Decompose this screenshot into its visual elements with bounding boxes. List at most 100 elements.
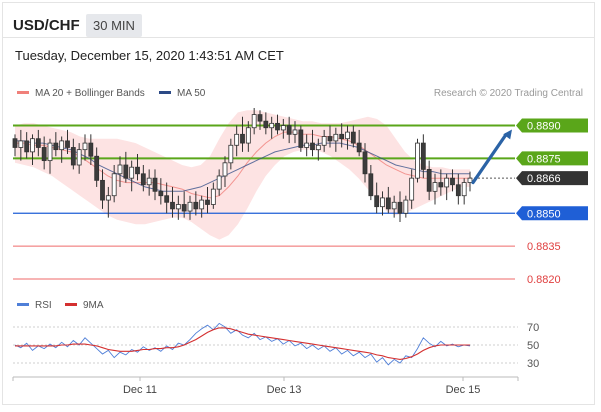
candle-body bbox=[310, 142, 315, 151]
candle-body bbox=[88, 142, 94, 157]
projection-arrow-head bbox=[503, 129, 512, 140]
level-tag-bg bbox=[516, 118, 588, 133]
candle-body bbox=[94, 155, 100, 181]
instrument-symbol: USD/CHF bbox=[13, 17, 80, 34]
bollinger-legend-label: MA 20 + Bollinger Bands bbox=[35, 88, 145, 99]
candle-body bbox=[24, 140, 30, 153]
level-label-0-8875: 0.8875 bbox=[516, 151, 588, 166]
x-tick-label: Dec 15 bbox=[446, 384, 481, 396]
candle-body bbox=[350, 131, 356, 144]
candle-body bbox=[222, 162, 228, 177]
candle-body bbox=[65, 140, 70, 148]
candle-body bbox=[286, 125, 292, 135]
chart-timestamp: Tuesday, December 15, 2020 1:43:51 AM CE… bbox=[15, 48, 284, 63]
level-tag-bg bbox=[516, 171, 588, 186]
level-tag-bg bbox=[516, 206, 588, 221]
candle-body bbox=[12, 138, 18, 148]
candle-body bbox=[234, 133, 240, 146]
candle-body bbox=[47, 142, 53, 162]
rsi-legend-label: RSI bbox=[35, 300, 52, 311]
rsi-ma-line bbox=[15, 327, 470, 360]
candle-body bbox=[374, 195, 380, 208]
candle-body bbox=[240, 133, 245, 144]
candle-body bbox=[391, 201, 397, 210]
candle-body bbox=[117, 164, 123, 175]
candle-body bbox=[199, 199, 205, 210]
candle-body bbox=[181, 204, 187, 212]
rsi-tick-label: 50 bbox=[527, 340, 539, 352]
candle-body bbox=[164, 195, 170, 203]
candle-body bbox=[438, 182, 444, 188]
level-label-0-8866: 0.8866 bbox=[516, 171, 588, 186]
level-label-0-8820: 0.8820 bbox=[527, 274, 561, 286]
x-tick-label: Dec 11 bbox=[123, 384, 157, 396]
candle-body bbox=[275, 122, 280, 131]
bollinger-band-fill bbox=[15, 110, 470, 240]
timeframe-badge[interactable]: 30 MIN bbox=[86, 14, 142, 37]
candle-body bbox=[368, 173, 374, 197]
candle-body bbox=[76, 149, 82, 166]
x-tick-label: Dec 13 bbox=[267, 384, 302, 396]
candle-body bbox=[251, 114, 257, 129]
candle-body bbox=[193, 201, 199, 210]
candle-body bbox=[70, 147, 76, 166]
candle-body bbox=[269, 122, 275, 129]
candle-body bbox=[409, 177, 415, 201]
level-label-0-8835: 0.8835 bbox=[527, 241, 561, 253]
candle-body bbox=[356, 142, 362, 153]
candle-body bbox=[298, 129, 304, 148]
candle-body bbox=[35, 138, 41, 148]
rsi-ma-legend-label: 9MA bbox=[83, 300, 104, 311]
candle-body bbox=[187, 201, 193, 212]
candle-body bbox=[339, 133, 345, 140]
candle-body bbox=[362, 151, 368, 175]
candle-body bbox=[315, 144, 321, 151]
candle-body bbox=[245, 127, 251, 144]
candle-body bbox=[146, 177, 152, 186]
price-panel: 0.8890 0.8875 0.8866 0.8850 0.8835 0.8820 bbox=[12, 108, 588, 286]
candle-body bbox=[123, 164, 129, 179]
candle-body bbox=[415, 142, 420, 179]
candle-body bbox=[420, 142, 426, 170]
level-tag-text: 0.8875 bbox=[527, 153, 561, 165]
level-label-0-8890: 0.8890 bbox=[516, 118, 588, 133]
candle-body bbox=[205, 199, 210, 205]
candle-body bbox=[175, 204, 181, 210]
candle-body bbox=[152, 177, 158, 192]
candle-body bbox=[345, 131, 350, 140]
candle-body bbox=[158, 190, 164, 197]
candle-body bbox=[426, 168, 432, 192]
candle-body bbox=[455, 184, 461, 197]
candle-body bbox=[100, 179, 105, 201]
rsi-tick-label: 30 bbox=[527, 358, 539, 370]
level-tag-text: 0.8866 bbox=[527, 173, 561, 185]
candle-body bbox=[461, 182, 467, 197]
candle-body bbox=[228, 144, 234, 164]
candle-body bbox=[129, 166, 135, 179]
candle-body bbox=[321, 136, 327, 146]
candle-body bbox=[18, 140, 24, 148]
x-axis: Dec 11 Dec 13 Dec 15 bbox=[12, 377, 519, 396]
candle-body bbox=[53, 142, 59, 151]
candle-body bbox=[105, 195, 111, 201]
candle-body bbox=[280, 125, 286, 131]
candle-body bbox=[450, 177, 455, 186]
candle-body bbox=[41, 147, 47, 162]
rsi-ma-legend-swatch bbox=[65, 303, 77, 306]
candle-body bbox=[257, 114, 263, 122]
candle-body bbox=[135, 166, 140, 175]
level-tag-text: 0.8890 bbox=[527, 121, 561, 133]
bollinger-legend-swatch bbox=[17, 91, 29, 94]
level-tag-text: 0.8850 bbox=[527, 208, 561, 220]
candle-body bbox=[304, 142, 310, 148]
candle-body bbox=[380, 197, 385, 208]
candle-body bbox=[111, 173, 117, 197]
candle-body bbox=[30, 138, 35, 153]
candle-body bbox=[140, 173, 146, 186]
candle-body bbox=[82, 142, 88, 151]
projection-arrow-shaft bbox=[471, 132, 508, 185]
candle-body bbox=[444, 177, 450, 188]
candle-body bbox=[292, 129, 298, 135]
rsi-legend-swatch bbox=[17, 303, 29, 306]
